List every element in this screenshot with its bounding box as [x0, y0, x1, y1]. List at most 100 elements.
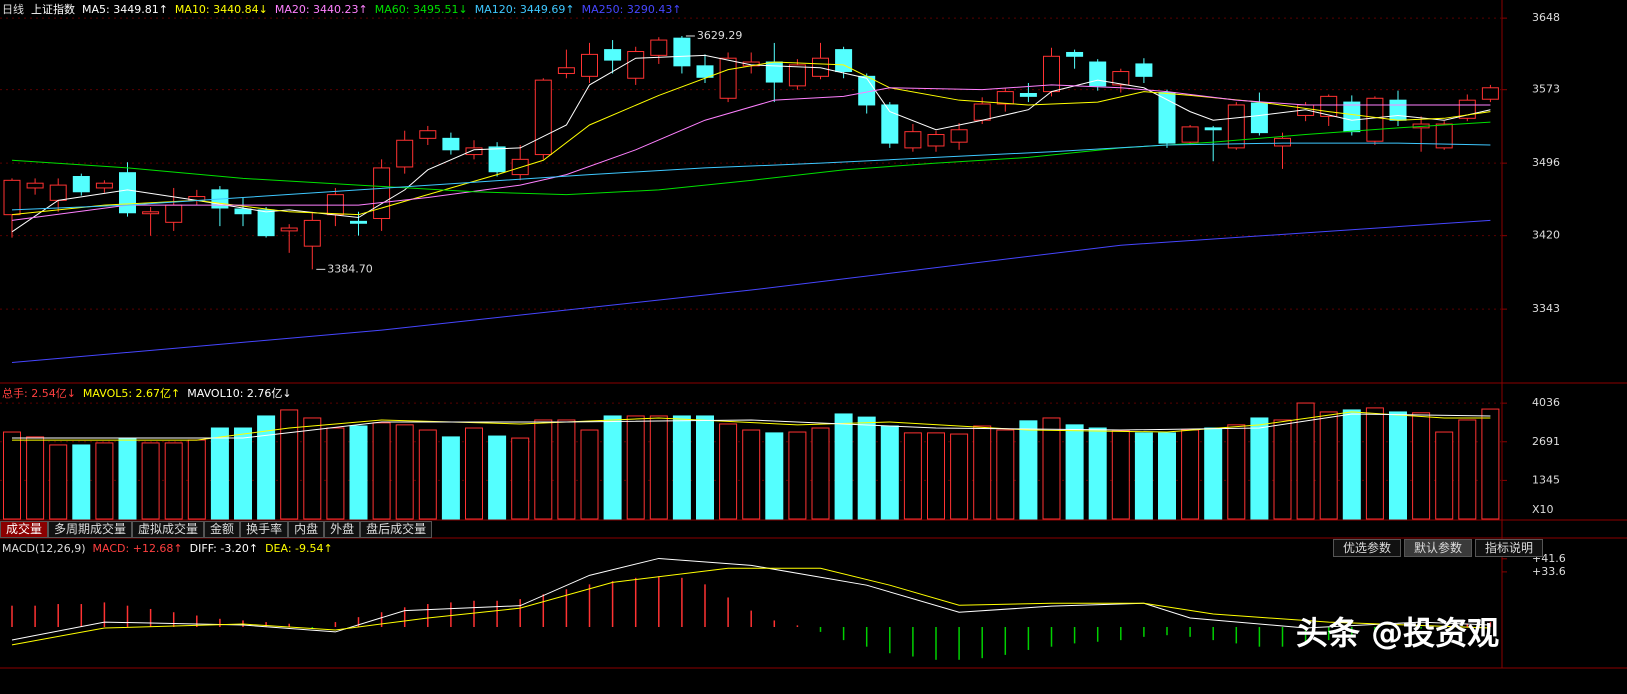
volume-bar — [996, 429, 1015, 520]
volume-bar — [1458, 419, 1477, 520]
tab[interactable]: 金额 — [204, 521, 241, 538]
candle-body — [419, 130, 437, 139]
candle-body — [927, 134, 945, 147]
volume-bar — [1111, 430, 1130, 520]
candle-body — [234, 208, 252, 215]
candle-body — [881, 104, 899, 144]
indicator-line — [12, 411, 1491, 441]
volume-bar — [672, 415, 691, 520]
volume-bar — [326, 427, 345, 520]
candle-body — [673, 37, 691, 67]
volume-bar — [1273, 419, 1292, 520]
watermark: 头条 @投资观 — [1296, 614, 1500, 652]
y-tick-label: 3420 — [1532, 229, 1560, 242]
macd-line-label: DEA: -9.54↑ — [265, 542, 333, 555]
volume-bar — [534, 419, 553, 520]
candle-body — [396, 139, 414, 168]
button[interactable]: 默认参数 — [1404, 539, 1473, 557]
candle-body — [95, 182, 113, 189]
macd-line-label: DIFF: -3.20↑ — [189, 542, 259, 555]
volume-bar — [418, 429, 437, 520]
candle-body — [1158, 92, 1176, 144]
candle-body — [788, 64, 806, 87]
volume-header: 总手: 2.54亿↓ MAVOL5: 2.67亿↑ MAVOL10: 2.76亿↓ — [2, 385, 292, 402]
volume-bar — [857, 416, 876, 520]
candle-body — [72, 176, 90, 193]
y-tick-label: 3648 — [1532, 11, 1560, 24]
candle-body — [581, 53, 598, 77]
candle-body — [1019, 93, 1037, 97]
volume-bar — [765, 432, 784, 520]
tab[interactable]: 换手率 — [240, 521, 289, 538]
candle-body — [765, 61, 783, 83]
volume-bar — [1412, 412, 1431, 520]
candle-body — [1043, 55, 1060, 93]
ma-label: MA20: 3440.23↑ — [274, 3, 368, 16]
indicator-line — [11, 557, 1491, 641]
volume-bar — [788, 431, 807, 520]
volume-bar — [210, 427, 229, 520]
volume-bar — [1319, 411, 1338, 520]
volume-bar — [903, 432, 922, 520]
tab[interactable]: 外盘 — [324, 521, 361, 538]
volume-bar — [1250, 417, 1269, 520]
volume-bar — [257, 415, 276, 520]
volume-bar — [742, 429, 761, 520]
volume-bar — [349, 425, 368, 520]
price-header: 日线 上证指数 MA5: 3449.81↑ MA10: 3440.84↓ MA20:… — [2, 1, 682, 18]
volume-bar — [1389, 411, 1407, 520]
y-tick-label: 3343 — [1532, 302, 1560, 315]
volume-bar — [49, 444, 68, 520]
volume-bar — [1181, 429, 1200, 520]
volume-bar — [164, 442, 183, 520]
candle-body — [973, 103, 991, 121]
volume-bar — [118, 437, 137, 520]
candle-body — [1181, 126, 1199, 143]
tab[interactable]: 多周期成交量 — [48, 521, 133, 538]
y-tick-label: 1345 — [1532, 473, 1560, 486]
tab[interactable]: 虚拟成交量 — [132, 521, 205, 538]
button[interactable]: 指标说明 — [1475, 539, 1544, 557]
candle-body — [996, 91, 1014, 105]
indicator-line — [11, 219, 1491, 364]
tab[interactable]: 成交量 — [0, 521, 49, 538]
y-tick-label: +33.6 — [1532, 565, 1566, 578]
volume-bar — [927, 432, 945, 520]
volume-bar — [1204, 427, 1223, 520]
macd-header: MACD(12,26,9) MACD: +12.68↑ DIFF: -3.20↑ DE… — [2, 540, 333, 557]
indicator-line — [11, 142, 1491, 211]
y-tick-label: 3573 — [1532, 83, 1560, 96]
volume-bar — [880, 425, 899, 520]
volume-bar — [395, 424, 414, 520]
candle-body — [26, 182, 44, 189]
volume-bar — [1019, 420, 1038, 520]
volume-bar — [1065, 424, 1084, 520]
volume-bar — [811, 427, 830, 520]
candle-body — [627, 51, 645, 79]
tab[interactable]: 盘后成交量 — [360, 521, 433, 538]
volume-bar — [973, 425, 992, 520]
candle-body — [303, 219, 321, 247]
volume-bar — [950, 433, 969, 520]
candle-body — [1274, 137, 1291, 147]
button[interactable]: 优选参数 — [1333, 539, 1402, 557]
tab[interactable]: 内盘 — [288, 521, 325, 538]
candle-body — [1135, 63, 1153, 77]
candle-body — [604, 49, 622, 61]
candle-body — [1089, 61, 1107, 87]
candle-body — [1066, 51, 1084, 57]
candle-body — [350, 220, 367, 224]
candle-body — [49, 184, 67, 201]
volume-bar — [557, 419, 576, 520]
y-tick-label: 2691 — [1532, 435, 1560, 448]
volume-bar — [280, 409, 299, 520]
ma-label: MA250: 3290.43↑ — [581, 3, 682, 16]
candle-body — [1435, 123, 1453, 149]
candle-body — [1366, 97, 1384, 142]
candle-body — [142, 211, 160, 215]
indicator-line — [11, 84, 1491, 221]
ma-label: MA60: 3495.51↓ — [374, 3, 468, 16]
volume-bar — [3, 431, 21, 520]
